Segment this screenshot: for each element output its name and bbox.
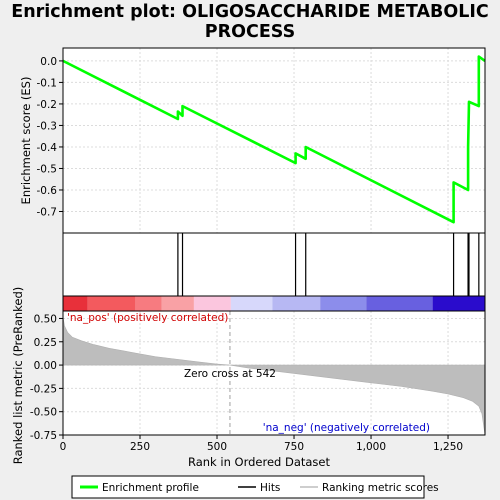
color-bar-segment (272, 296, 321, 311)
color-bar-segment (87, 296, 136, 311)
rank-ytick-label: -0.50 (30, 407, 57, 419)
color-bar-segment (63, 296, 88, 311)
chart-title-line1: Enrichment plot: OLIGOSACCHARIDE METABOL… (11, 2, 489, 22)
positive-correlation-label: 'na_pos' (positively correlated) (67, 312, 228, 324)
es-ytick-label: 0.0 (40, 56, 57, 68)
rank-frame (62, 310, 486, 436)
xtick-label: 750 (284, 441, 304, 453)
hits-panel (62, 232, 486, 297)
zero-cross-label: Zero cross at 542 (184, 368, 276, 380)
xtick-label: 1,000 (356, 441, 386, 453)
legend-label-enrichment: Enrichment profile (102, 482, 199, 494)
xtick-label: 250 (130, 441, 150, 453)
rank-ylabel: Ranked list metric (PreRanked) (11, 287, 25, 465)
ranking-metric-area (62, 316, 486, 436)
xtick-label: 500 (207, 441, 227, 453)
color-bar-segment (432, 296, 485, 311)
es-ylabel: Enrichment score (ES) (19, 77, 33, 205)
legend-label-ranking: Ranking metric scores (322, 482, 439, 494)
ranked-metric-panel: 0.50 0.25 0.00 -0.25 -0.50 -0.75 Zero cross at… (11, 287, 486, 465)
es-ytick-label: -0.6 (37, 185, 58, 197)
es-panel: 0.0 -0.1 -0.2 -0.3 -0.4 -0.5 -0.6 -0.7 Enrichmen… (19, 47, 486, 234)
color-bar-segment (161, 296, 194, 311)
enrichment-profile-line (62, 55, 486, 224)
color-bar-segment (366, 296, 433, 311)
color-bar-segment (135, 296, 162, 311)
negative-correlation-label: 'na_neg' (negatively correlated) (263, 422, 430, 434)
legend: Enrichment profile Hits Ranking metric sco… (71, 475, 439, 499)
es-ytick-label: -0.1 (37, 77, 58, 89)
x-axis-label: Rank in Ordered Dataset (188, 455, 331, 469)
chart-title: Enrichment plot: OLIGOSACCHARIDE METABOL… (0, 2, 500, 42)
xtick-label: 0 (60, 441, 67, 453)
color-bar-segment (230, 296, 273, 311)
chart-title-line2: PROCESS (204, 22, 296, 42)
rank-ytick-label: 0.50 (34, 313, 57, 325)
rank-ytick-label: 0.25 (34, 337, 57, 349)
rank-ytick-label: 0.00 (34, 360, 57, 372)
rank-ytick-label: -0.25 (30, 383, 57, 395)
legend-label-hits: Hits (260, 482, 280, 494)
es-ytick-label: -0.7 (37, 206, 58, 218)
x-axis: 0 250 500 750 1,000 1,250 Rank in Ordered Data… (60, 435, 463, 469)
color-bar-segment (193, 296, 231, 311)
es-ytick-label: -0.5 (37, 163, 58, 175)
color-bar-segment (320, 296, 367, 311)
es-ytick-label: -0.2 (37, 99, 58, 111)
xtick-label: 1,250 (433, 441, 463, 453)
rank-ytick-label: -0.75 (30, 430, 57, 442)
es-ytick-label: -0.3 (37, 120, 58, 132)
hits-area (62, 232, 486, 297)
es-ytick-label: -0.4 (37, 142, 58, 154)
color-bar (62, 295, 486, 312)
